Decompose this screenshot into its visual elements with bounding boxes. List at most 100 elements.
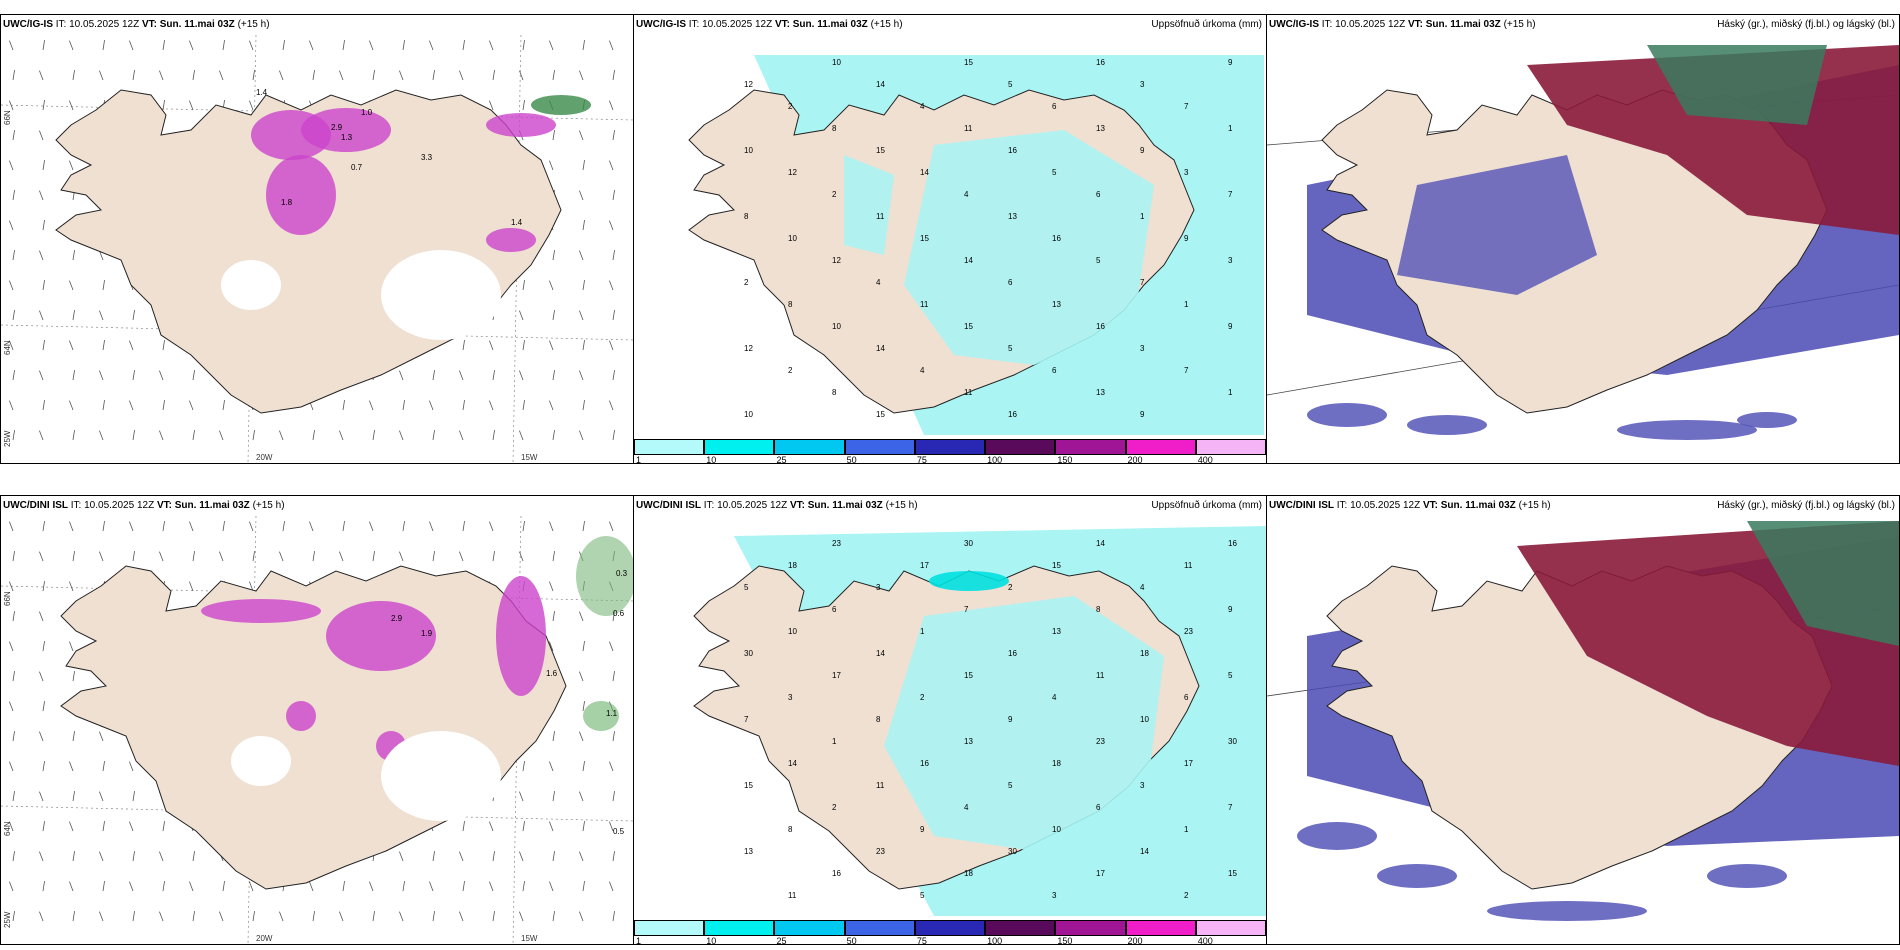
- precip-title: Uppsöfnuð úrkoma (mm): [1151, 19, 1262, 30]
- wind-barb: [42, 521, 45, 532]
- wind-barb: [12, 551, 15, 562]
- precip-value-label: 14: [1140, 847, 1149, 856]
- colorbar-swatch: [774, 920, 845, 936]
- wind-barb: [9, 340, 14, 351]
- wind-barb: [462, 340, 465, 351]
- colorbar-tick-label: 100: [987, 936, 1003, 945]
- wind-barb: [99, 791, 104, 802]
- wind-barb: [609, 641, 614, 652]
- precip-value-label: 5: [1008, 781, 1013, 790]
- precip-value-label: 17: [832, 671, 841, 680]
- wind-barb: [549, 400, 554, 411]
- precip-value-label: 5: [1008, 344, 1013, 353]
- wind-barb: [612, 310, 615, 321]
- colorbar-swatch: [844, 439, 915, 455]
- wind-barb: [522, 521, 525, 532]
- precip-value-label: 10: [832, 322, 841, 331]
- precip-value-label: 15: [964, 58, 973, 67]
- wind-barb: [9, 40, 14, 51]
- wind-barb: [249, 581, 254, 592]
- wind-barb: [39, 250, 44, 261]
- wind-barb: [552, 370, 555, 381]
- wind-barb: [519, 370, 524, 381]
- wind-barb: [339, 70, 344, 81]
- precip-value-label: 12: [744, 80, 753, 89]
- precip-value-label: 8: [876, 715, 881, 724]
- wind-barb: [612, 430, 615, 441]
- wind-barb: [612, 370, 615, 381]
- wind-barb: [129, 400, 134, 411]
- wind-barb: [39, 130, 44, 141]
- wind-barb: [549, 160, 554, 171]
- lat-tick-64n: 64N: [3, 340, 12, 355]
- precip-value-label: 3: [1140, 80, 1145, 89]
- precip-value-label: 4: [964, 803, 969, 812]
- precip-value-label: 5: [1096, 256, 1101, 265]
- wind-barb: [132, 911, 135, 922]
- precip-title: Uppsöfnuð úrkoma (mm): [1151, 500, 1262, 511]
- value-label: 1.9: [421, 629, 433, 638]
- wind-barb: [492, 430, 495, 441]
- precip-value-label: 2: [920, 693, 925, 702]
- wind-barb: [612, 190, 615, 201]
- wind-barb: [612, 671, 615, 682]
- precip-value-label: 14: [876, 649, 885, 658]
- wind-barb: [159, 70, 164, 81]
- wind-barb: [459, 370, 464, 381]
- wind-barb: [582, 701, 585, 712]
- wind-barb: [432, 70, 435, 81]
- wind-barb: [162, 821, 165, 832]
- wind-barb: [609, 881, 614, 892]
- panel-header: UWC/DINI ISL IT: 10.05.2025 12Z VT: Sun.…: [3, 500, 285, 511]
- precip-value-label: 6: [1184, 693, 1189, 702]
- precip-value-label: 13: [744, 847, 753, 856]
- wind-barb: [459, 430, 464, 441]
- precip-value-label: 13: [1096, 388, 1105, 397]
- precip-value-label: 8: [744, 212, 749, 221]
- wind-barb: [492, 70, 495, 81]
- precip-colorbar: 1 10 25 50 75 100 150 200 400: [634, 439, 1266, 463]
- wind-barb: [249, 881, 254, 892]
- wind-barb: [12, 70, 15, 81]
- convective-precip-area: [251, 110, 331, 160]
- wind-barb: [69, 160, 74, 171]
- precip-value-label: 2: [1184, 891, 1189, 900]
- precip-value-label: 14: [920, 168, 929, 177]
- low-cloud-area: [1407, 415, 1487, 435]
- value-label: 2.9: [331, 123, 343, 132]
- wind-barb: [42, 280, 45, 291]
- value-label: 0.3: [616, 569, 628, 578]
- wind-barb: [192, 551, 195, 562]
- wind-barb: [129, 340, 134, 351]
- wind-barb: [489, 881, 494, 892]
- colorbar-tick-label: 50: [846, 936, 857, 945]
- precip-value-label: 10: [1140, 715, 1149, 724]
- wind-barb: [612, 911, 615, 922]
- colorbar-tick-label: 150: [1057, 455, 1073, 464]
- colorbar-swatch: [704, 439, 775, 455]
- wind-barb: [582, 761, 585, 772]
- convective-precip-area: [201, 599, 321, 623]
- wind-barb: [552, 911, 555, 922]
- precip-value-label: 16: [832, 869, 841, 878]
- wind-barb: [612, 851, 615, 862]
- wind-barb: [69, 581, 74, 592]
- precip-value-label: 5: [1052, 168, 1057, 177]
- wind-barb: [552, 731, 555, 742]
- wind-barb: [249, 100, 254, 111]
- wind-barb: [99, 851, 104, 862]
- wind-barb: [279, 911, 284, 922]
- wind-barb: [552, 551, 555, 562]
- wind-barb: [9, 581, 14, 592]
- wind-barb: [72, 671, 75, 682]
- value-label: 1.4: [511, 218, 523, 227]
- wind-barb: [279, 70, 284, 81]
- precip-value-label: 18: [964, 869, 973, 878]
- wind-barb: [252, 551, 255, 562]
- wind-barb: [69, 400, 74, 411]
- convective-precip-area: [286, 701, 316, 731]
- wind-barb: [519, 851, 524, 862]
- wind-barb: [12, 791, 15, 802]
- precip-value-label: 2: [788, 102, 793, 111]
- colorbar-tick-label: 400: [1197, 455, 1213, 464]
